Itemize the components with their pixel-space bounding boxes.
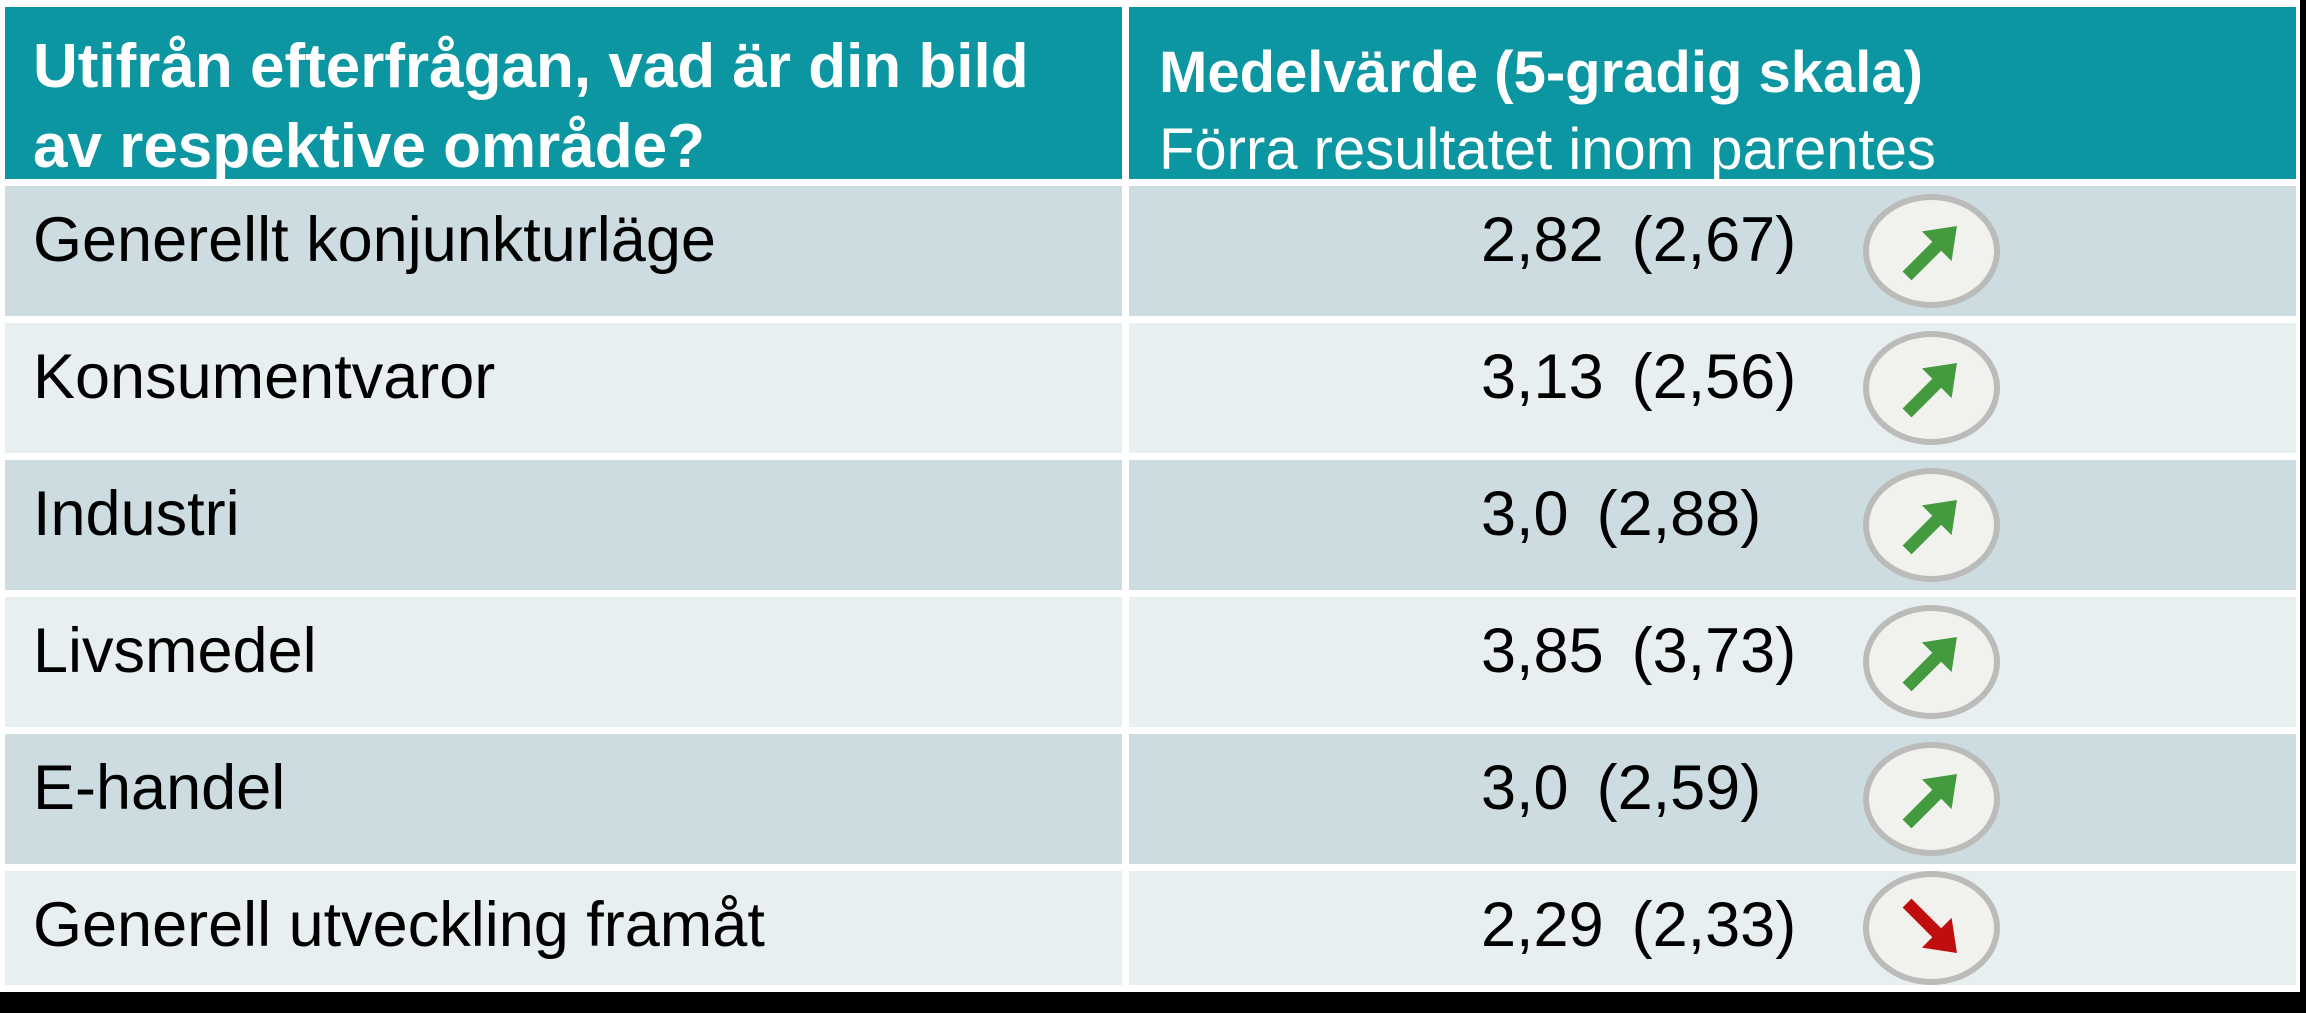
value-header-title: Medelvärde (5-gradig skala) <box>1159 40 1923 105</box>
table-header-row: Utifrån efterfrågan, vad är din bild av … <box>5 7 2296 182</box>
row-label: Livsmedel <box>5 597 1122 727</box>
row-value-cell: 2,82 (2,67) <box>1129 186 2296 316</box>
trend-up-icon <box>1863 742 2000 856</box>
row-previous-value: (3,73) <box>1631 616 1797 686</box>
row-value: 2,82 <box>1481 205 1604 275</box>
row-value-cell: 3,0 (2,88) <box>1129 460 2296 590</box>
trend-up-icon <box>1863 194 2000 308</box>
row-value-cell: 3,13 (2,56) <box>1129 323 2296 453</box>
row-previous-value: (2,88) <box>1596 479 1762 549</box>
value-header-subtitle: Förra resultatet inom parentes <box>1159 117 1936 182</box>
table-row: Konsumentvaror 3,13 (2,56) <box>5 323 2296 453</box>
screenshot-right-edge <box>2300 0 2306 1013</box>
row-label: E-handel <box>5 734 1122 864</box>
row-value: 3,0 <box>1481 753 1569 823</box>
table-row: Generell utveckling framåt 2,29 (2,33) <box>5 871 2296 985</box>
row-label: Generell utveckling framåt <box>5 871 1122 985</box>
trend-up-icon <box>1863 468 2000 582</box>
trend-up-icon <box>1863 331 2000 445</box>
row-value-cell: 2,29 (2,33) <box>1129 871 2296 985</box>
value-header-cell: Medelvärde (5-gradig skala) Förra result… <box>1129 7 2296 182</box>
question-header-line1: Utifrån efterfrågan, vad är din bild <box>33 32 1029 101</box>
trend-up-icon <box>1863 605 2000 719</box>
table-row: Generellt konjunkturläge 2,82 (2,67) <box>5 186 2296 316</box>
results-table: Utifrån efterfrågan, vad är din bild av … <box>5 7 2296 985</box>
row-previous-value: (2,33) <box>1631 890 1797 960</box>
row-value: 3,13 <box>1481 342 1604 412</box>
screenshot-bottom-edge <box>0 992 2306 1013</box>
row-label: Industri <box>5 460 1122 590</box>
question-header-line2: av respektive område? <box>33 112 706 181</box>
row-value: 3,0 <box>1481 479 1569 549</box>
row-value: 2,29 <box>1481 890 1604 960</box>
row-value-cell: 3,85 (3,73) <box>1129 597 2296 727</box>
row-label: Generellt konjunkturläge <box>5 186 1122 316</box>
question-header-cell: Utifrån efterfrågan, vad är din bild av … <box>5 7 1122 181</box>
row-value-cell: 3,0 (2,59) <box>1129 734 2296 864</box>
row-previous-value: (2,56) <box>1631 342 1797 412</box>
trend-down-icon <box>1863 871 2000 985</box>
row-value: 3,85 <box>1481 616 1604 686</box>
table-row: E-handel 3,0 (2,59) <box>5 734 2296 864</box>
table-row: Industri 3,0 (2,88) <box>5 460 2296 590</box>
row-previous-value: (2,67) <box>1631 205 1797 275</box>
row-previous-value: (2,59) <box>1596 753 1762 823</box>
table-row: Livsmedel 3,85 (3,73) <box>5 597 2296 727</box>
row-label: Konsumentvaror <box>5 323 1122 453</box>
